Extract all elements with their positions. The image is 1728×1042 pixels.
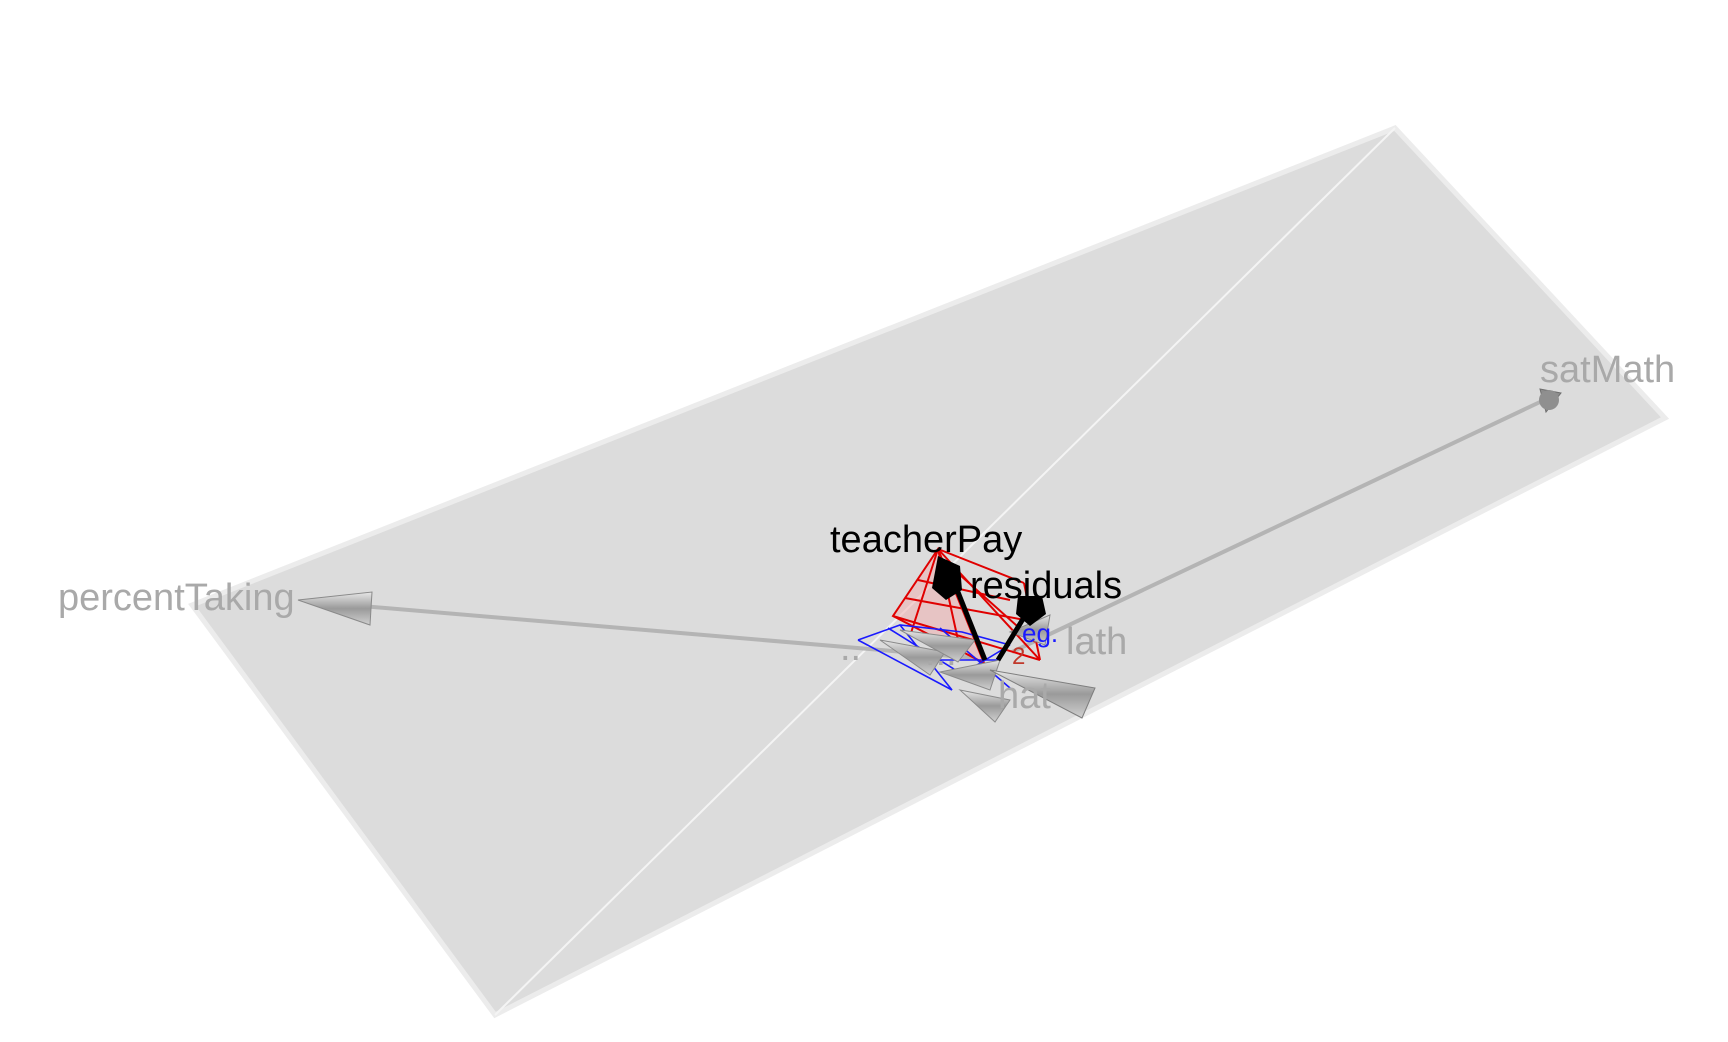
clutter-label-1: .. — [840, 627, 861, 669]
percent-taking-vector — [297, 591, 976, 660]
residuals-label: residuals — [970, 565, 1122, 607]
origin-cone-cluster — [879, 614, 1096, 723]
percent-taking-label: percentTaking — [58, 577, 295, 619]
clutter-label-4: lath — [1066, 621, 1127, 663]
residuals-vector — [995, 596, 1046, 662]
sat-math-vector — [1011, 388, 1562, 654]
sat-math-label: satMath — [1540, 349, 1675, 391]
clutter-label-3: eg. — [1022, 618, 1058, 648]
clutter-label-2: ... — [925, 632, 957, 674]
clutter-label-5: hat — [998, 675, 1051, 717]
teacher-pay-vector — [932, 556, 988, 661]
teacher-pay-label: teacherPay — [830, 519, 1022, 561]
clutter-label-6: 2 — [1012, 643, 1025, 670]
